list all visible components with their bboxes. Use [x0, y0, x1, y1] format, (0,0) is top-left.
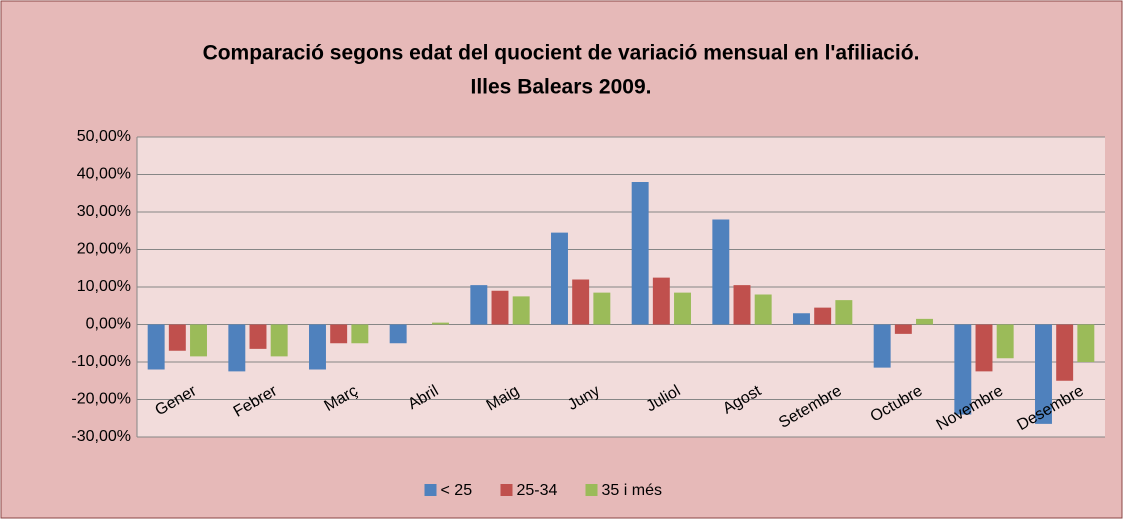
y-tick-label: -20,00% — [71, 391, 131, 408]
legend-swatch — [424, 484, 437, 496]
bar — [754, 294, 772, 325]
bar — [330, 324, 348, 344]
bar — [1077, 324, 1095, 362]
bar — [351, 324, 369, 344]
bar — [572, 279, 590, 325]
bar — [712, 219, 730, 325]
chart-title: Comparació segons edat del quocient de v… — [203, 42, 920, 65]
bar — [309, 324, 326, 370]
bar — [147, 324, 165, 370]
bar — [593, 292, 611, 325]
bar — [249, 324, 267, 349]
y-tick-label: 30,00% — [77, 203, 131, 220]
bar — [551, 232, 568, 325]
bar — [975, 324, 993, 372]
y-tick-label: 20,00% — [77, 241, 131, 258]
bar — [873, 324, 891, 368]
bar — [1035, 324, 1052, 424]
legend-swatch — [500, 484, 513, 496]
y-tick-label: -30,00% — [71, 428, 131, 445]
y-tick-label: 40,00% — [77, 166, 131, 183]
bar — [916, 318, 933, 325]
legend-swatch — [585, 484, 598, 496]
legend-label: 25-34 — [517, 482, 558, 499]
bar — [190, 324, 207, 357]
y-tick-label: -10,00% — [71, 353, 131, 370]
bar — [894, 324, 912, 334]
bar — [793, 313, 810, 325]
bar — [1056, 324, 1074, 381]
bar — [512, 296, 530, 325]
bar — [432, 322, 449, 325]
y-tick-label: 0,00% — [86, 316, 131, 333]
bar — [652, 277, 670, 325]
bar — [733, 285, 751, 325]
bar — [389, 324, 407, 344]
bar — [996, 324, 1014, 359]
bar — [674, 292, 691, 325]
chart-title: Illes Balears 2009. — [471, 76, 652, 99]
legend-label: < 25 — [441, 482, 473, 499]
bar — [491, 290, 509, 325]
bar — [270, 324, 288, 357]
bar — [835, 300, 853, 325]
y-tick-label: 10,00% — [77, 278, 131, 295]
bar — [228, 324, 246, 372]
bar — [631, 182, 649, 325]
y-tick-label: 50,00% — [77, 128, 131, 145]
bar — [814, 307, 832, 325]
legend-label: 35 i més — [602, 482, 662, 499]
bar — [954, 324, 972, 415]
bar — [470, 285, 488, 325]
bar — [168, 324, 186, 351]
